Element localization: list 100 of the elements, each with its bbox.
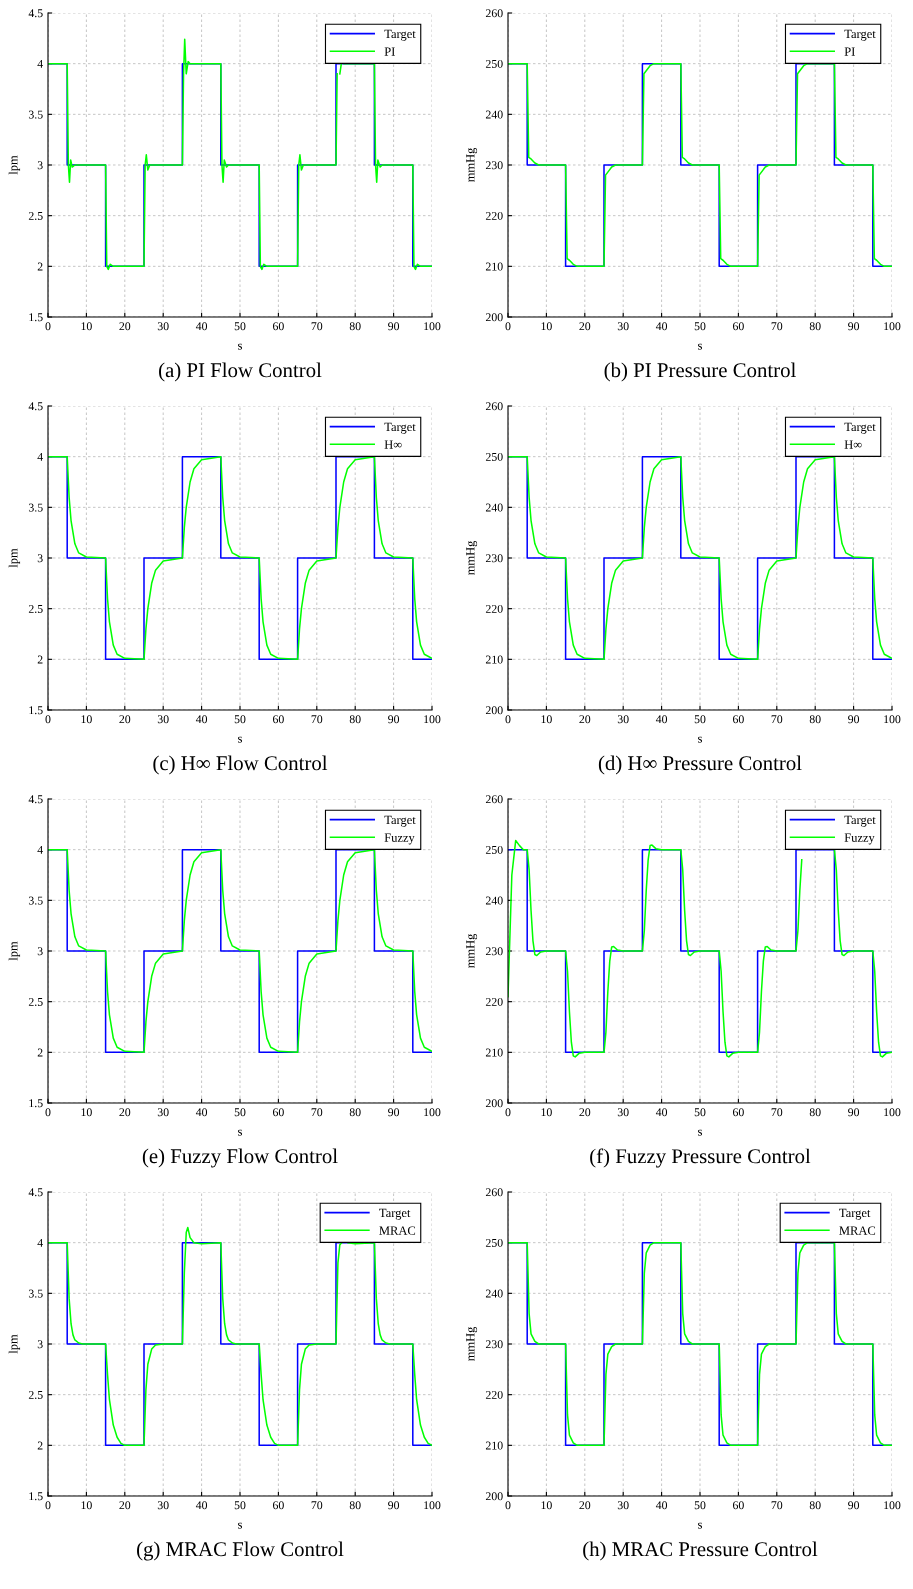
- x-tick-label: 60: [733, 322, 744, 331]
- x-tick-label: 80: [809, 715, 821, 724]
- x-tick-label: 20: [579, 1108, 591, 1117]
- x-tick-label: 10: [541, 1501, 552, 1510]
- x-tick-label: 30: [617, 715, 629, 724]
- x-tick-label: 70: [311, 1501, 323, 1510]
- y-tick-label: 3.5: [28, 896, 43, 905]
- y-tick-label: 260: [485, 795, 503, 804]
- x-tick-label: 10: [81, 715, 92, 724]
- y-tick-label: 200: [485, 1492, 503, 1501]
- x-tick-label: 100: [424, 1501, 441, 1510]
- x-axis-title: s: [698, 736, 702, 743]
- x-tick-label: 90: [848, 322, 860, 331]
- x-tick-label: 60: [733, 1501, 744, 1510]
- y-axis-title: mmHg: [466, 540, 478, 576]
- y-tick-label: 250: [485, 845, 503, 854]
- x-tick-label: 100: [884, 715, 901, 724]
- x-tick-label: 40: [195, 715, 208, 724]
- x-tick-label: 90: [388, 322, 400, 331]
- x-tick-label: 80: [349, 1108, 361, 1117]
- x-tick-label: 50: [234, 322, 246, 331]
- x-axis-title: s: [698, 1129, 702, 1136]
- x-tick-label: 70: [771, 1501, 783, 1510]
- y-tick-label: 240: [485, 896, 503, 905]
- x-tick-label: 40: [655, 1501, 668, 1510]
- x-tick-label: 100: [424, 715, 441, 724]
- legend-label: MRAC: [839, 1226, 876, 1235]
- x-tick-label: 0: [505, 715, 511, 724]
- x-tick-label: 30: [157, 322, 169, 331]
- y-axis-title: lpm: [8, 155, 21, 175]
- x-tick-label: 20: [119, 1108, 131, 1117]
- x-tick-label: 60: [273, 1501, 284, 1510]
- y-tick-label: 4.5: [28, 1188, 43, 1197]
- x-tick-label: 50: [234, 1108, 246, 1117]
- x-tick-label: 0: [45, 1501, 51, 1510]
- x-tick-label: 30: [157, 715, 169, 724]
- x-tick-label: 50: [694, 1108, 706, 1117]
- text: (h) MRAC Pressure Control: [583, 1541, 818, 1561]
- x-tick-label: 20: [579, 322, 591, 331]
- y-tick-label: 220: [485, 211, 503, 220]
- legend-label: Fuzzy: [384, 833, 415, 845]
- x-tick-label: 50: [694, 322, 706, 331]
- y-tick-label: 260: [485, 1188, 503, 1197]
- legend-label: Target: [844, 815, 876, 827]
- y-tick-label: 2: [37, 655, 43, 664]
- y-tick-label: 3: [37, 947, 43, 956]
- x-tick-label: 80: [809, 1108, 821, 1117]
- x-tick-label: 10: [541, 322, 552, 331]
- y-tick-label: 250: [485, 59, 503, 68]
- x-tick-label: 0: [45, 715, 51, 724]
- x-tick-label: 0: [45, 322, 51, 331]
- y-tick-label: 210: [485, 262, 503, 271]
- x-tick-label: 20: [579, 715, 591, 724]
- y-tick-label: 2: [37, 262, 43, 271]
- x-tick-label: 40: [655, 322, 668, 331]
- x-tick-label: 30: [617, 322, 629, 331]
- y-tick-label: 210: [485, 1441, 503, 1450]
- x-tick-label: 60: [273, 322, 284, 331]
- y-tick-label: 3: [37, 1340, 43, 1349]
- x-tick-label: 40: [655, 715, 668, 724]
- y-tick-label: 3.5: [28, 110, 43, 119]
- y-axis-title: mmHg: [466, 147, 478, 183]
- x-tick-label: 20: [119, 715, 131, 724]
- legend-label: H∞: [384, 440, 402, 449]
- x-tick-label: 70: [771, 322, 783, 331]
- x-tick-label: 50: [694, 715, 706, 724]
- x-tick-label: 90: [388, 715, 400, 724]
- x-tick-label: 100: [884, 322, 901, 331]
- x-tick-label: 50: [234, 1501, 246, 1510]
- x-axis-title: s: [698, 343, 702, 350]
- y-tick-label: 200: [485, 1099, 503, 1108]
- legend-label: Target: [384, 29, 416, 41]
- y-tick-label: 1.5: [29, 1492, 43, 1501]
- x-tick-label: 80: [349, 1501, 361, 1510]
- y-tick-label: 230: [485, 947, 503, 956]
- y-tick-label: 220: [485, 604, 503, 613]
- x-tick-label: 20: [119, 1501, 131, 1510]
- text: (b) PI Pressure Control: [604, 362, 796, 382]
- x-tick-label: 10: [541, 1108, 552, 1117]
- text: (d) H∞ Pressure Control: [598, 755, 802, 775]
- x-tick-label: 70: [311, 1108, 323, 1117]
- x-tick-label: 50: [694, 1501, 706, 1510]
- y-tick-label: 3: [37, 161, 43, 170]
- x-tick-label: 70: [311, 322, 323, 331]
- y-axis-title: lpm: [8, 548, 21, 568]
- x-tick-label: 90: [848, 715, 860, 724]
- legend-label: Target: [384, 422, 416, 434]
- y-tick-label: 2: [37, 1441, 43, 1450]
- legend-label: Target: [844, 422, 876, 434]
- text: (f) Fuzzy Pressure Control: [590, 1148, 811, 1168]
- y-tick-label: 230: [485, 554, 503, 563]
- x-tick-label: 0: [45, 1108, 51, 1117]
- text: (e) Fuzzy Flow Control: [142, 1148, 338, 1168]
- x-tick-label: 90: [388, 1108, 400, 1117]
- y-tick-label: 1.5: [29, 1099, 43, 1108]
- x-tick-label: 40: [655, 1108, 668, 1117]
- x-tick-label: 70: [311, 715, 323, 724]
- x-tick-label: 10: [81, 322, 92, 331]
- y-tick-label: 210: [485, 655, 503, 664]
- y-tick-label: 2: [37, 1048, 43, 1057]
